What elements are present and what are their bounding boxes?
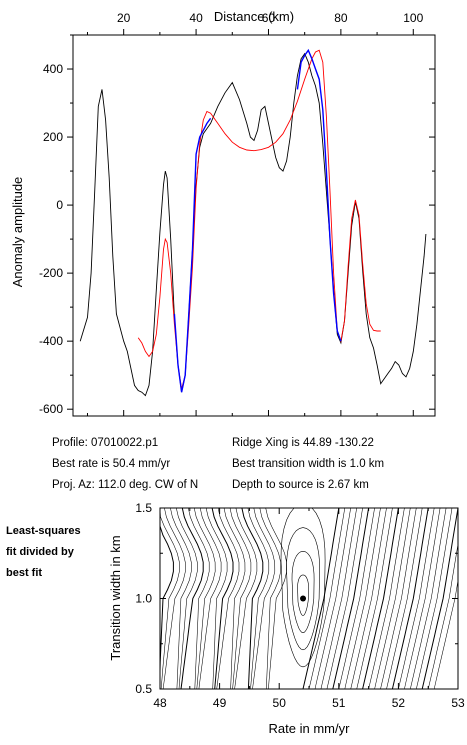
contour-line xyxy=(391,507,429,690)
best-fit-marker xyxy=(300,595,307,602)
contour-line xyxy=(356,507,393,690)
contour-line xyxy=(159,507,180,690)
contour-x-tick-label: 50 xyxy=(273,696,287,710)
contour-line xyxy=(350,507,387,690)
contour-y-tick-label: 0.5 xyxy=(135,682,152,696)
y-tick-label: 200 xyxy=(43,130,63,144)
contour-x-tick-label: 48 xyxy=(153,696,167,710)
contour-line xyxy=(374,507,411,690)
top-x-tick-label: 20 xyxy=(117,11,131,25)
contour-x-tick-label: 53 xyxy=(451,696,465,710)
contour-x-tick-label: 52 xyxy=(392,696,406,710)
contour-line xyxy=(344,507,381,690)
top-x-tick-label: 100 xyxy=(403,11,423,25)
contour-line xyxy=(362,507,399,690)
contour-y-tick-label: 1.0 xyxy=(135,592,152,606)
fit-window-line xyxy=(173,48,342,393)
contour-line xyxy=(410,507,447,690)
y-tick-label: 400 xyxy=(43,62,63,76)
contour-line xyxy=(176,507,198,690)
bottom-y-axis-label: Transition width in km xyxy=(108,535,123,660)
contour-line xyxy=(247,507,270,690)
contour-line xyxy=(229,507,252,690)
y-tick-label: -400 xyxy=(39,334,63,348)
contour-line xyxy=(223,507,246,690)
observed-anomaly-line xyxy=(79,52,427,397)
contour-line xyxy=(297,574,309,616)
contour-line xyxy=(234,507,258,690)
contour-line xyxy=(280,507,326,668)
y-tick-label: -600 xyxy=(39,402,63,416)
contour-line xyxy=(259,507,281,690)
contour-line xyxy=(416,507,453,690)
contour-line xyxy=(162,507,186,690)
contour-line xyxy=(398,507,435,690)
y-tick-label: -200 xyxy=(39,266,63,280)
contour-line xyxy=(291,550,315,634)
bottom-x-axis-label: Rate in mm/yr xyxy=(269,721,351,736)
top-x-axis-label: Distance (km) xyxy=(214,9,294,24)
contour-line xyxy=(286,527,320,651)
contour-line xyxy=(211,507,234,690)
contour-line xyxy=(193,507,216,690)
contour-line xyxy=(338,507,375,690)
model-anomaly-line xyxy=(137,49,381,389)
top-x-tick-label: 60 xyxy=(262,11,276,25)
contour-x-tick-label: 51 xyxy=(332,696,346,710)
top-x-tick-label: 80 xyxy=(334,11,348,25)
contour-line xyxy=(386,507,423,690)
contour-y-tick-label: 1.5 xyxy=(135,501,152,515)
contour-line xyxy=(188,507,210,690)
contour-line xyxy=(332,507,370,690)
top-y-axis-label: Anomaly amplitude xyxy=(10,177,25,288)
top-x-tick-label: 40 xyxy=(189,11,203,25)
contour-line xyxy=(205,507,228,690)
contour-x-tick-label: 49 xyxy=(213,696,227,710)
contour-line xyxy=(314,507,351,690)
contour-line xyxy=(326,507,363,690)
top-plot-frame xyxy=(72,34,436,417)
contour-line xyxy=(421,507,459,690)
contour-line xyxy=(180,507,204,690)
contour-line xyxy=(320,507,357,690)
contour-line xyxy=(265,507,287,690)
y-tick-label: 0 xyxy=(56,198,63,212)
contour-line xyxy=(198,507,222,690)
contour-line xyxy=(308,507,346,690)
contour-line xyxy=(380,507,417,690)
contour-line xyxy=(252,507,276,690)
contour-line xyxy=(302,507,340,690)
contour-line xyxy=(404,507,441,690)
contour-line xyxy=(216,507,240,690)
contour-line xyxy=(170,507,192,690)
contour-line xyxy=(368,507,405,690)
contour-line xyxy=(241,507,264,690)
